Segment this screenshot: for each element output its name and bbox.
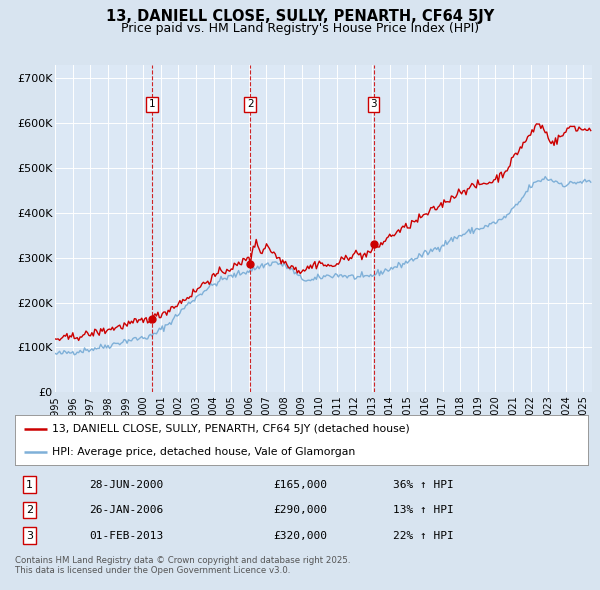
Text: 1: 1 — [26, 480, 33, 490]
Text: 2: 2 — [247, 99, 253, 109]
Text: £165,000: £165,000 — [273, 480, 327, 490]
Text: 36% ↑ HPI: 36% ↑ HPI — [393, 480, 454, 490]
Text: 1: 1 — [149, 99, 155, 109]
Text: £290,000: £290,000 — [273, 505, 327, 515]
Text: 13, DANIELL CLOSE, SULLY, PENARTH, CF64 5JY (detached house): 13, DANIELL CLOSE, SULLY, PENARTH, CF64 … — [52, 424, 410, 434]
Text: 26-JAN-2006: 26-JAN-2006 — [89, 505, 164, 515]
Text: 01-FEB-2013: 01-FEB-2013 — [89, 530, 164, 540]
Text: 13, DANIELL CLOSE, SULLY, PENARTH, CF64 5JY: 13, DANIELL CLOSE, SULLY, PENARTH, CF64 … — [106, 9, 494, 24]
Text: 13% ↑ HPI: 13% ↑ HPI — [393, 505, 454, 515]
Text: 3: 3 — [370, 99, 377, 109]
Text: Price paid vs. HM Land Registry's House Price Index (HPI): Price paid vs. HM Land Registry's House … — [121, 22, 479, 35]
Text: 22% ↑ HPI: 22% ↑ HPI — [393, 530, 454, 540]
Text: 28-JUN-2000: 28-JUN-2000 — [89, 480, 164, 490]
Text: 3: 3 — [26, 530, 33, 540]
Text: £320,000: £320,000 — [273, 530, 327, 540]
Text: 2: 2 — [26, 505, 33, 515]
Text: HPI: Average price, detached house, Vale of Glamorgan: HPI: Average price, detached house, Vale… — [52, 447, 355, 457]
Text: Contains HM Land Registry data © Crown copyright and database right 2025.
This d: Contains HM Land Registry data © Crown c… — [15, 556, 350, 575]
